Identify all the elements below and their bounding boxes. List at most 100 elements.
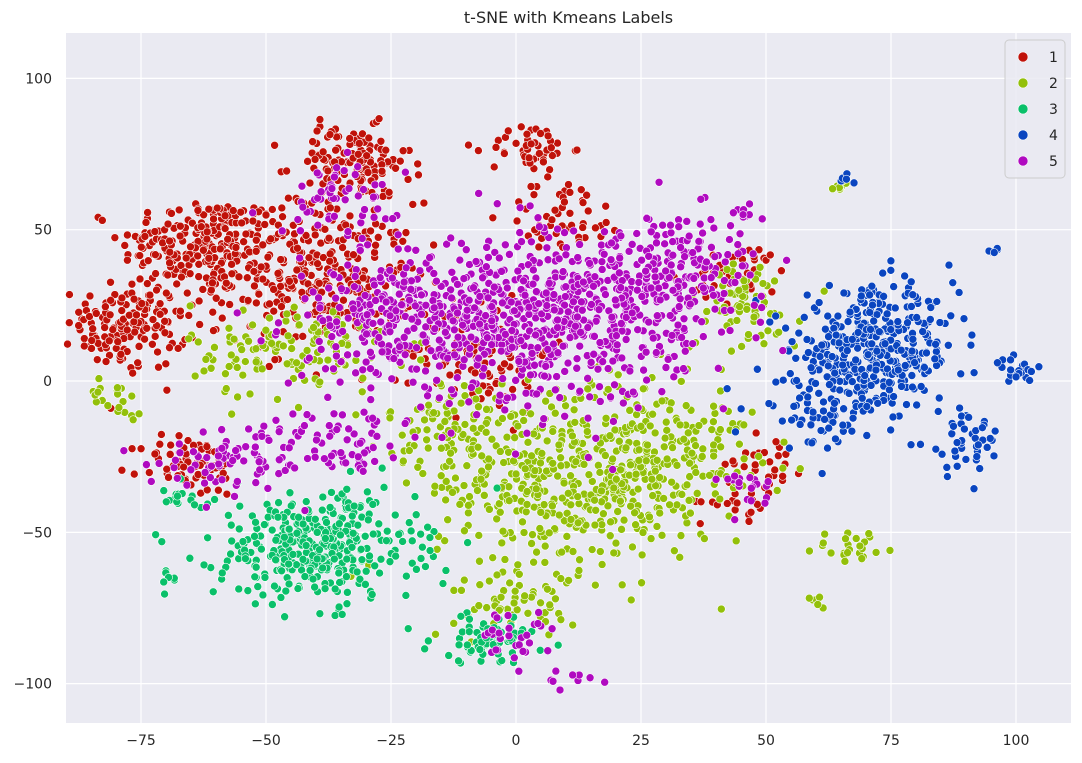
data-point [475,319,484,329]
data-points [63,114,1044,695]
data-point [806,420,816,430]
data-point [499,458,508,467]
data-point [292,265,302,275]
data-point [292,560,301,569]
data-point [679,314,689,324]
data-point [203,533,212,543]
data-point [547,215,557,225]
data-point [281,316,291,326]
data-point [385,441,395,451]
data-point [193,206,203,215]
data-point [723,499,732,508]
data-point [263,484,273,493]
data-point [244,336,253,346]
data-point [856,291,866,301]
data-point [867,339,877,349]
data-point [196,222,206,231]
data-point [314,337,324,346]
data-point [315,303,325,313]
data-point [561,282,571,292]
data-point [477,466,486,476]
data-point [343,148,352,157]
data-point [825,380,834,389]
data-point [880,339,890,349]
data-point [1034,362,1044,372]
data-point [744,330,753,339]
data-point [867,281,877,291]
data-point [638,528,648,537]
data-point [695,519,705,528]
data-point [661,417,671,427]
data-point [771,377,781,387]
data-point [456,612,466,621]
data-point [345,134,355,143]
data-point [694,237,704,246]
data-point [420,415,429,425]
data-point [282,166,291,176]
data-point [828,184,837,194]
data-point [579,277,588,287]
data-point [851,534,861,543]
data-point [347,542,357,552]
data-point [839,404,848,414]
data-point [540,541,550,551]
data-point [575,386,585,396]
data-point [586,358,596,367]
data-point [419,198,429,208]
data-point [519,528,529,537]
data-point [575,341,585,351]
data-point [504,447,513,457]
data-point [474,601,484,610]
data-point [469,283,478,292]
data-point [282,309,292,319]
data-point [432,276,441,286]
data-point [554,510,564,520]
data-point [453,308,462,318]
data-point [375,568,384,578]
data-point [561,401,570,411]
data-point [634,445,644,455]
data-point [280,532,289,542]
data-point [710,409,720,418]
data-point [847,426,857,436]
data-point [607,238,616,248]
data-point [804,348,813,357]
data-point [337,284,346,294]
data-point [229,334,239,344]
data-point [406,526,416,536]
data-point [606,517,615,527]
data-point [342,435,352,445]
data-point [857,393,867,403]
data-point [492,483,502,493]
data-point [202,234,212,244]
data-point [641,456,651,466]
data-point [198,427,208,437]
data-point [173,473,182,483]
data-point [825,281,834,290]
data-point [522,487,532,496]
data-point [500,149,509,158]
data-point [329,364,338,374]
data-point [100,323,109,332]
data-point [117,293,127,303]
data-point [546,143,556,153]
data-point [851,355,860,365]
data-point [199,560,209,570]
data-point [202,502,211,512]
data-point [730,278,740,287]
data-point [377,463,387,473]
data-point [410,492,420,501]
data-point [571,457,581,467]
data-point [842,174,851,184]
data-point [757,214,767,224]
data-point [714,364,723,373]
data-point [116,350,126,359]
data-point [824,332,833,341]
data-point [490,282,499,292]
data-point [596,547,605,556]
data-point [159,577,169,587]
data-point [960,424,969,434]
data-point [485,505,494,514]
data-point [135,251,145,260]
data-point [920,363,929,372]
